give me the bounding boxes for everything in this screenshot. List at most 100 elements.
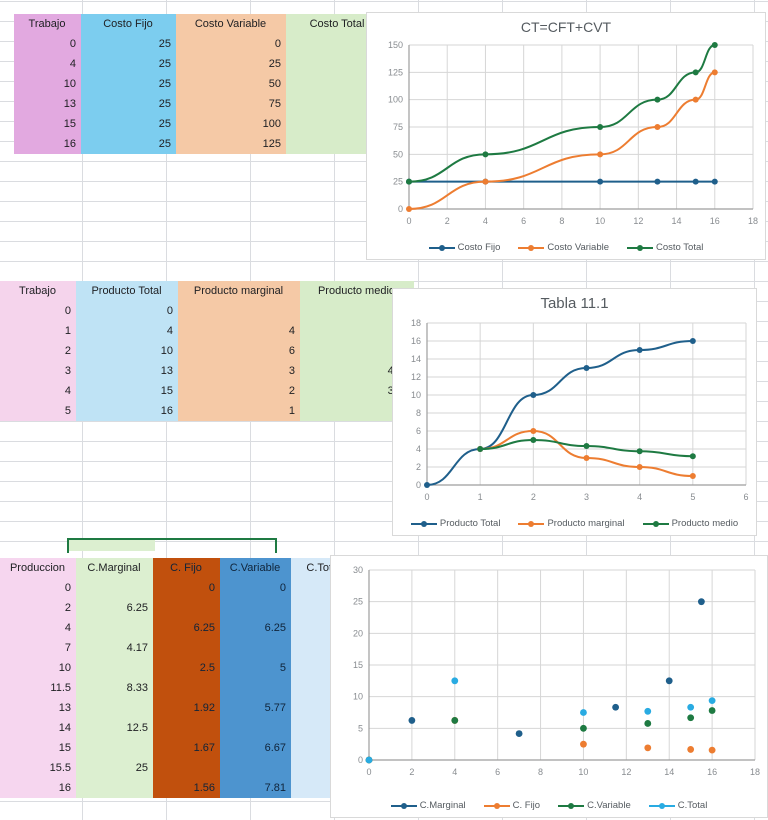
legend-item[interactable]: C. Fijo — [483, 800, 540, 811]
cell[interactable]: 6.25 — [153, 618, 220, 638]
cell[interactable] — [76, 578, 153, 598]
cell[interactable]: 25 — [81, 34, 176, 54]
table-row[interactable]: 13 1.92 5.77 7.69 — [0, 698, 357, 718]
cell[interactable]: 2 — [178, 381, 300, 401]
cell[interactable]: 3 — [0, 361, 76, 381]
cell[interactable]: 13 — [0, 698, 76, 718]
cell[interactable]: 2.5 — [153, 658, 220, 678]
cell[interactable] — [178, 301, 300, 321]
cell[interactable]: 0 — [76, 301, 178, 321]
cell[interactable]: 50 — [176, 74, 286, 94]
costos-table[interactable]: Trabajo Costo Fijo Costo Variable Costo … — [14, 14, 389, 154]
cell[interactable] — [220, 758, 291, 778]
cell[interactable]: 3 — [178, 361, 300, 381]
cell[interactable]: 1 — [178, 401, 300, 421]
cell[interactable]: 25 — [81, 134, 176, 154]
table-row[interactable]: 3 13 3 4.33 — [0, 361, 414, 381]
cell[interactable] — [153, 678, 220, 698]
cell[interactable]: 100 — [176, 114, 286, 134]
cell[interactable]: 7 — [0, 638, 76, 658]
legend-item[interactable]: Costo Fijo — [428, 242, 500, 253]
cell[interactable] — [300, 301, 414, 321]
table-row[interactable]: 4 6.25 6.25 12.5 — [0, 618, 357, 638]
producto-table[interactable]: Trabajo Producto Total Producto marginal… — [0, 281, 414, 421]
cell[interactable]: 6.67 — [220, 738, 291, 758]
cell[interactable] — [153, 758, 220, 778]
cell[interactable]: 25 — [81, 54, 176, 74]
col-header-trabajo[interactable]: Trabajo — [0, 281, 76, 301]
cell[interactable] — [220, 718, 291, 738]
col-header-producto-total[interactable]: Producto Total — [76, 281, 178, 301]
cell[interactable]: 2 — [0, 598, 76, 618]
legend-item[interactable]: Producto Total — [410, 518, 500, 529]
cell[interactable] — [76, 738, 153, 758]
cell[interactable]: 16 — [76, 401, 178, 421]
cell[interactable]: 15.5 — [0, 758, 76, 778]
table-row[interactable]: 16 25 125 150 — [14, 134, 389, 154]
cell[interactable]: 15 — [14, 114, 81, 134]
cell[interactable]: 25 — [176, 54, 286, 74]
cell[interactable]: 0 — [153, 578, 220, 598]
cell[interactable]: 1.92 — [153, 698, 220, 718]
table-row[interactable]: 10 2.5 5 7.5 — [0, 658, 357, 678]
table-row[interactable]: 16 1.56 7.81 9.38 — [0, 778, 357, 798]
cell[interactable] — [76, 698, 153, 718]
table-row[interactable]: 5 16 1 3.2 — [0, 401, 414, 421]
produccion-costos-table[interactable]: Produccion C.Marginal C. Fijo C.Variable… — [0, 558, 357, 798]
cell[interactable]: 12.5 — [76, 718, 153, 738]
table-row[interactable]: 0 25 0 25 — [14, 34, 389, 54]
table-row[interactable]: 0 0 0 0 — [0, 578, 357, 598]
table-row[interactable]: 1 4 4 4 — [0, 321, 414, 341]
table-row[interactable]: 15.5 25 — [0, 758, 357, 778]
table-row[interactable]: 2 6.25 — [0, 598, 357, 618]
cell[interactable]: 2 — [0, 341, 76, 361]
cell[interactable]: 0 — [220, 578, 291, 598]
cell[interactable]: 0 — [0, 578, 76, 598]
cell[interactable]: 16 — [14, 134, 81, 154]
cell[interactable]: 25 — [81, 94, 176, 114]
cell[interactable]: 6.25 — [220, 618, 291, 638]
cell[interactable]: 10 — [0, 658, 76, 678]
table-row[interactable]: 4 15 2 3.75 — [0, 381, 414, 401]
table-row[interactable]: 4 25 25 50 — [14, 54, 389, 74]
cell[interactable]: 13 — [76, 361, 178, 381]
cell[interactable]: 0 — [14, 34, 81, 54]
col-header-producto-medio[interactable]: Producto medio — [300, 281, 414, 301]
cell[interactable]: 15 — [76, 381, 178, 401]
legend-item[interactable]: Producto marginal — [518, 518, 625, 529]
table-row[interactable]: 7 4.17 — [0, 638, 357, 658]
cell[interactable]: 4 — [0, 381, 76, 401]
chart-costos-scatter[interactable]: 0 5 10 15 20 25 30 0 2 4 6 8 10 12 14 16 18 C.Marginal C.… — [330, 555, 768, 818]
table-row[interactable]: 0 0 — [0, 301, 414, 321]
cell[interactable]: 6 — [178, 341, 300, 361]
cell[interactable] — [76, 618, 153, 638]
cell[interactable]: 4.17 — [76, 638, 153, 658]
cell[interactable]: 125 — [176, 134, 286, 154]
cell[interactable] — [76, 778, 153, 798]
cell[interactable]: 4 — [178, 321, 300, 341]
cell[interactable]: 5 — [0, 401, 76, 421]
col-header-c-fijo[interactable]: C. Fijo — [153, 558, 220, 578]
cell[interactable]: 25 — [81, 74, 176, 94]
cell[interactable]: 13 — [14, 94, 81, 114]
cell[interactable] — [220, 638, 291, 658]
table-row[interactable]: 14 12.5 — [0, 718, 357, 738]
col-header-costo-fijo[interactable]: Costo Fijo — [81, 14, 176, 34]
col-header-produccion[interactable]: Produccion — [0, 558, 76, 578]
col-header-costo-variable[interactable]: Costo Variable — [176, 14, 286, 34]
cell[interactable]: 6.25 — [76, 598, 153, 618]
cell[interactable]: 0 — [176, 34, 286, 54]
cell[interactable]: 25 — [76, 758, 153, 778]
cell[interactable]: 25 — [81, 114, 176, 134]
cell[interactable]: 4 — [76, 321, 178, 341]
cell[interactable]: 1.56 — [153, 778, 220, 798]
col-header-c-marginal[interactable]: C.Marginal — [76, 558, 153, 578]
legend-item[interactable]: C.Variable — [558, 800, 631, 811]
cell[interactable]: 5.77 — [220, 698, 291, 718]
cell[interactable] — [220, 598, 291, 618]
cell[interactable] — [220, 678, 291, 698]
table-row[interactable]: 13 25 75 100 — [14, 94, 389, 114]
cell[interactable]: 8.33 — [76, 678, 153, 698]
cell[interactable] — [76, 658, 153, 678]
cell[interactable]: 7.81 — [220, 778, 291, 798]
